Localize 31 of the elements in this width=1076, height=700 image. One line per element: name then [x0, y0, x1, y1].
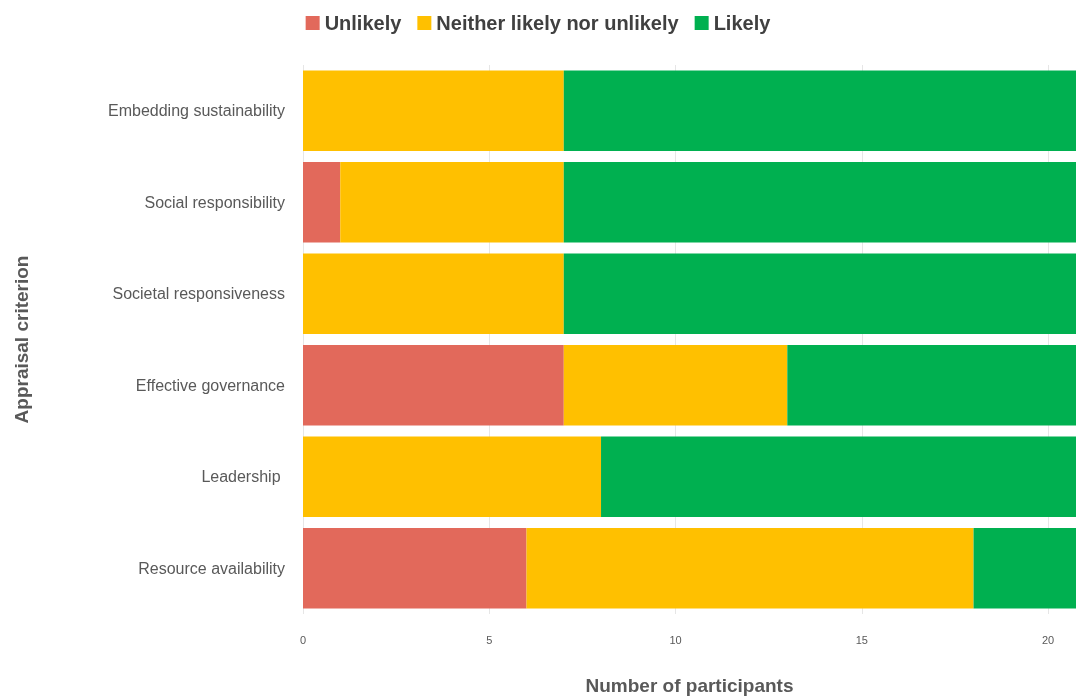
- x-tick-label: 20: [1041, 633, 1055, 646]
- x-tick-label: 10: [669, 633, 682, 646]
- bar: [563, 161, 1076, 243]
- legend-label: Unlikely: [324, 12, 403, 34]
- legend-label: Neither likely nor unlikely: [436, 12, 680, 34]
- y-tick-label: Effective governance: [135, 376, 286, 394]
- bar: [563, 253, 1076, 335]
- x-axis-title: Number of participants: [585, 675, 794, 696]
- bar: [303, 344, 564, 426]
- y-axis-title: Appraisal criterion: [11, 255, 32, 424]
- bar: [303, 253, 564, 335]
- x-tick-label: 5: [486, 633, 493, 646]
- bar: [563, 70, 1076, 152]
- bar: [303, 70, 564, 152]
- bar: [601, 436, 1076, 518]
- x-tick-label: 0: [299, 633, 307, 646]
- y-tick-label: Social responsibility: [144, 193, 285, 211]
- bar: [526, 527, 974, 609]
- bar: [303, 436, 602, 518]
- x-tick-label: 15: [855, 633, 868, 646]
- bar: [973, 527, 1076, 609]
- bar: [303, 527, 527, 609]
- bar: [563, 344, 788, 426]
- bar: [303, 161, 341, 243]
- y-tick-label: Resource availability: [138, 559, 285, 577]
- y-tick-label: Leadership: [201, 468, 285, 486]
- bar: [787, 344, 1076, 426]
- legend-label: Likely: [713, 12, 772, 34]
- y-tick-label: Societal responsiveness: [112, 285, 285, 303]
- y-tick-label: Embedding sustainability: [108, 102, 285, 120]
- bar: [340, 161, 564, 243]
